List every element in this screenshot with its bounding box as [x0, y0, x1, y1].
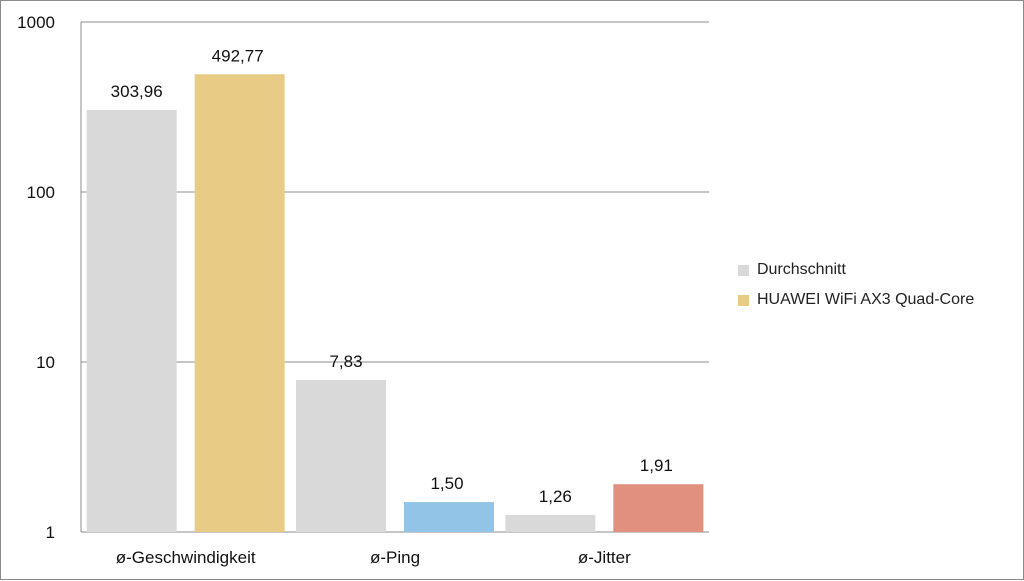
data-label: 1,26	[539, 487, 572, 506]
legend-swatch	[738, 264, 749, 276]
data-label: 303,96	[111, 82, 163, 101]
x-tick-label: ø-Jitter	[578, 548, 631, 567]
y-tick-label: 100	[27, 183, 55, 202]
legend-label: Durchschnitt	[757, 261, 846, 278]
data-label: 492,77	[212, 46, 264, 65]
bar	[86, 109, 177, 532]
y-tick-label: 1	[46, 523, 55, 542]
legend-item-huawei: HUAWEI WiFi AX3 Quad-Core	[738, 291, 974, 309]
bar	[194, 74, 285, 532]
legend-label: HUAWEI WiFi AX3 Quad-Core	[757, 291, 975, 308]
x-tick-label: ø-Ping	[370, 548, 420, 567]
legend-item-durchschnitt: Durchschnitt	[738, 261, 974, 279]
x-tick-label: ø-Geschwindigkeit	[116, 548, 256, 567]
y-tick-label: 10	[36, 353, 55, 372]
bar	[505, 514, 596, 532]
bar	[296, 380, 386, 532]
data-label: 1,50	[430, 474, 463, 493]
data-label: 1,91	[640, 456, 673, 475]
bar	[404, 502, 494, 532]
y-tick-label: 1000	[17, 13, 55, 32]
legend: Durchschnitt HUAWEI WiFi AX3 Quad-Core	[738, 261, 974, 309]
legend-swatch	[738, 294, 749, 306]
bar	[613, 484, 704, 532]
data-label: 7,83	[329, 352, 362, 371]
